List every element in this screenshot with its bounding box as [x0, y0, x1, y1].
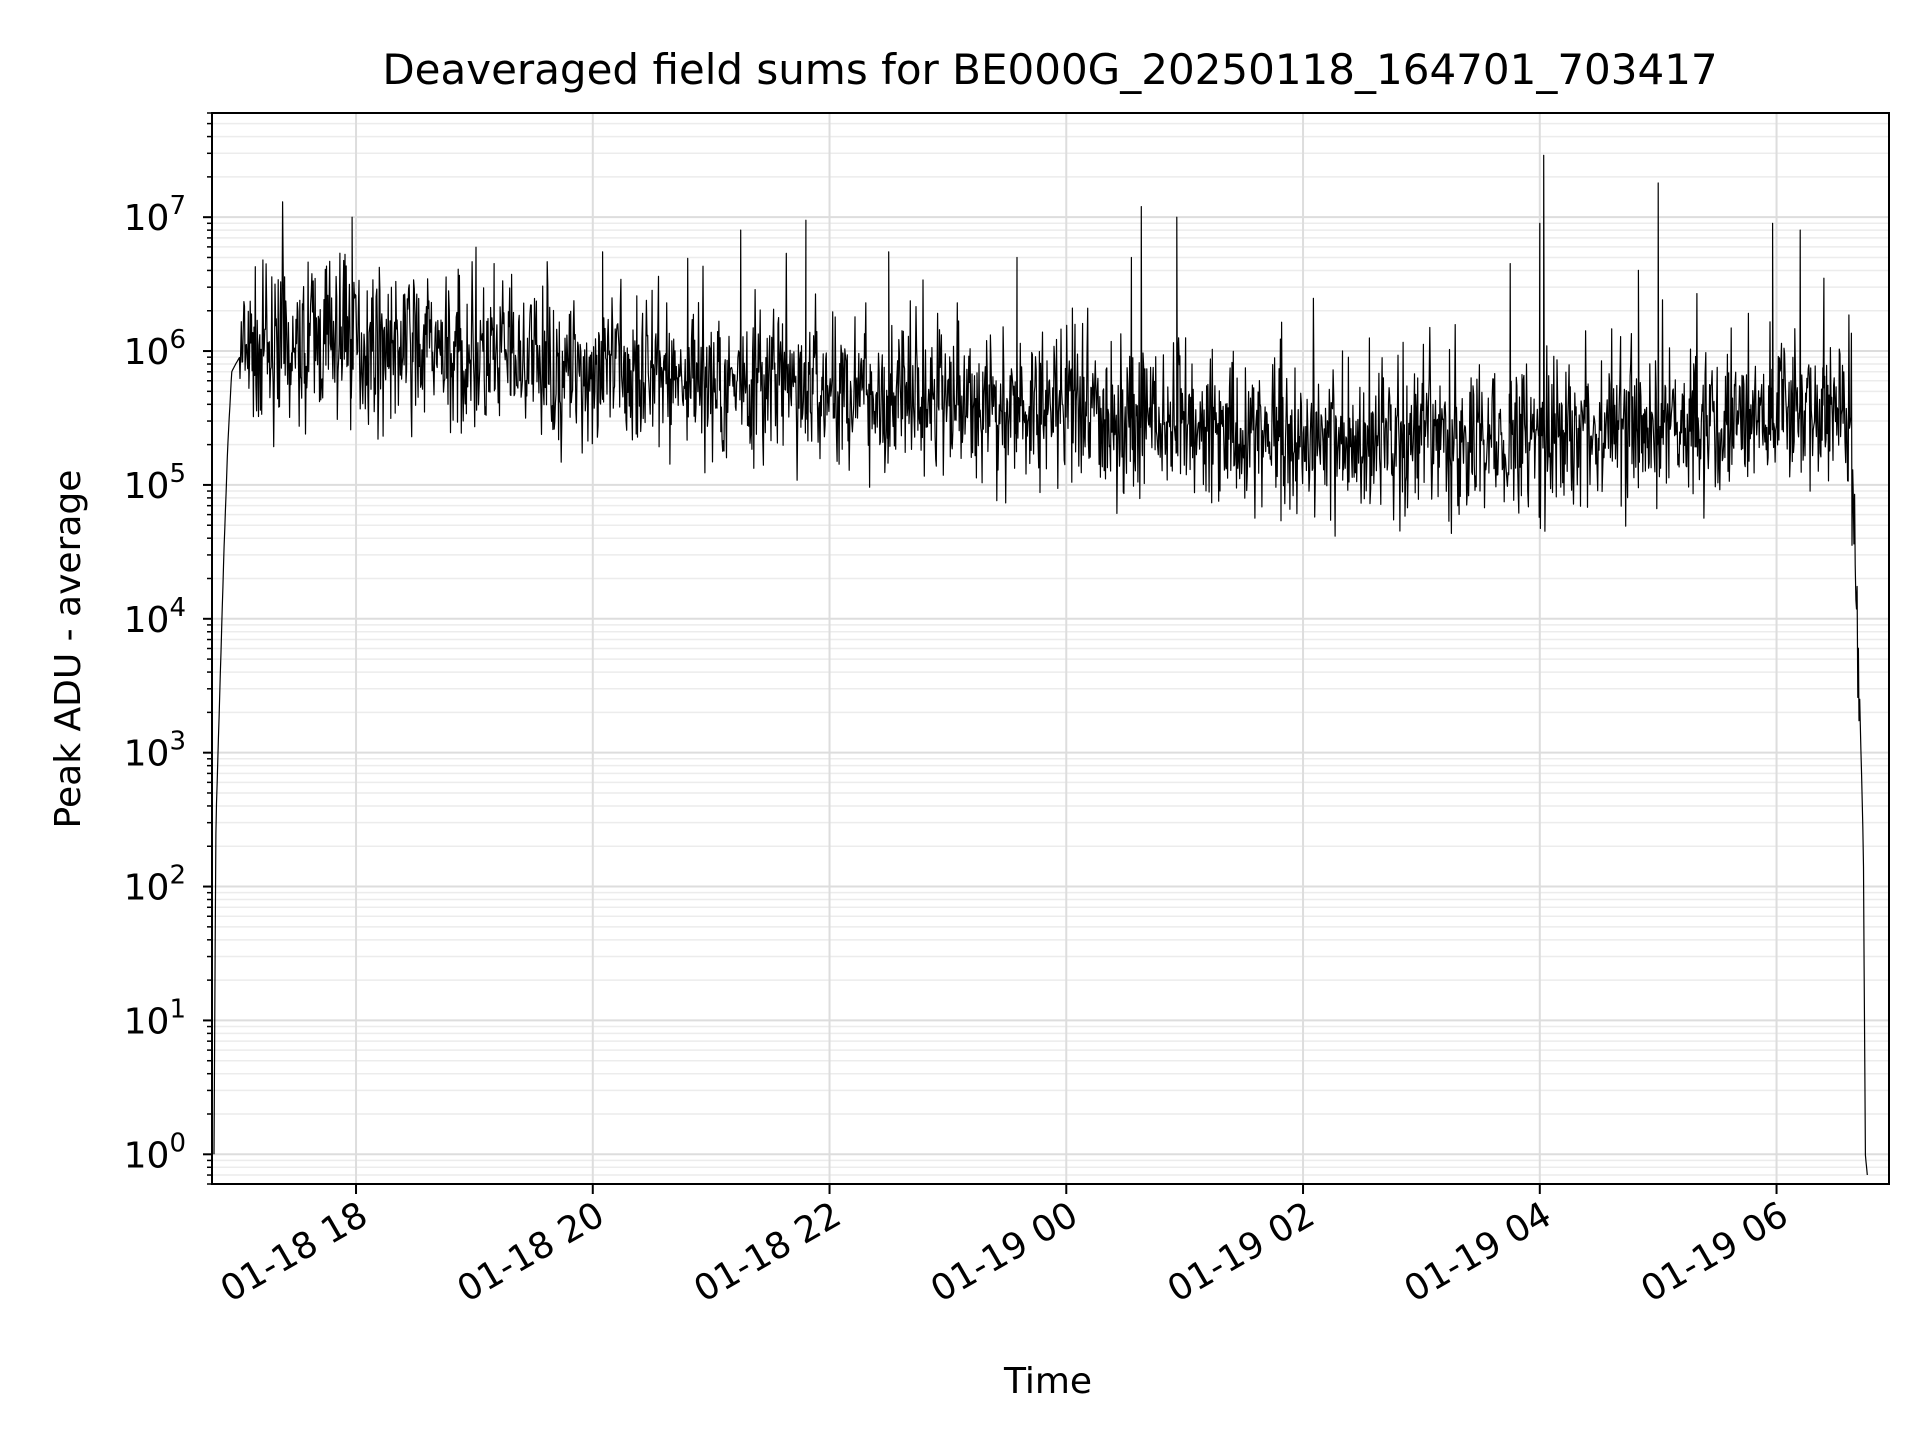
y-tick-label: 102 — [124, 861, 186, 909]
y-tick-label: 101 — [124, 994, 186, 1042]
y-tick-label: 104 — [124, 593, 186, 641]
y-tick-label: 103 — [124, 727, 186, 775]
y-tick-label: 105 — [124, 459, 186, 507]
y-axis-label: Peak ADU - average — [48, 470, 89, 829]
y-tick-label: 100 — [124, 1128, 186, 1176]
series-line — [213, 154, 1868, 1176]
y-axis: 100 101 102 103 104 105 106 107 — [124, 112, 212, 1185]
plot-area — [213, 154, 1868, 1176]
x-axis-label: Time — [1003, 1361, 1092, 1402]
chart-title: Deaveraged field sums for BE000G_2025011… — [382, 45, 1717, 94]
grid — [212, 112, 1889, 1185]
y-tick-label: 107 — [124, 191, 186, 239]
y-tick-label: 106 — [124, 325, 186, 373]
